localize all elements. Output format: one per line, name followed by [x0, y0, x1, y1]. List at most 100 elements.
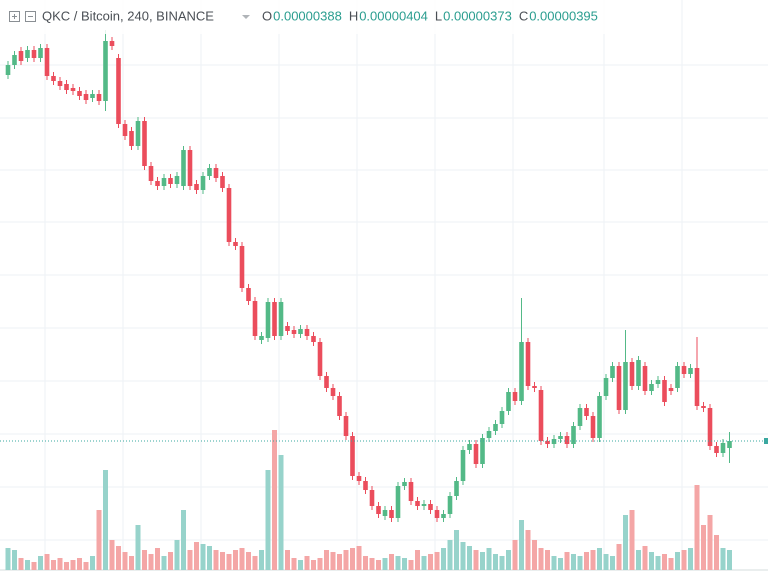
candle-body — [252, 301, 258, 336]
candle-body — [116, 58, 121, 124]
ohlc-label: H — [349, 8, 358, 23]
volume-bar — [590, 550, 596, 570]
volume-bar — [688, 548, 693, 570]
candle-body — [636, 360, 641, 386]
volume-bar — [252, 556, 258, 570]
candle-body — [441, 514, 446, 518]
volume-bar — [31, 562, 37, 570]
candle-body — [311, 336, 316, 342]
symbol-title[interactable]: QKC / Bitcoin, 240, BINANCE — [42, 8, 214, 23]
volume-bar — [70, 560, 76, 570]
volume-bar — [538, 548, 544, 570]
candle-body — [233, 242, 238, 246]
volume-bar — [564, 552, 570, 570]
candle-body — [694, 368, 700, 406]
candle-body — [259, 336, 264, 340]
candle-body — [590, 416, 596, 438]
volume-bar — [512, 540, 518, 570]
candle-body — [584, 408, 589, 416]
header: QKC / Bitcoin, 240, BINANCE O 0.00000388 H… — [0, 0, 620, 34]
candle-body — [480, 438, 485, 464]
candle-body — [564, 436, 570, 444]
candle-body — [64, 84, 69, 90]
candle-body — [194, 184, 199, 190]
candle-body — [616, 366, 622, 410]
collapse-button[interactable] — [25, 11, 36, 22]
volume-bar — [278, 455, 284, 570]
candle-body — [363, 481, 368, 490]
volume-bar — [447, 540, 453, 570]
volume-bar — [610, 556, 615, 570]
expand-button[interactable] — [9, 11, 20, 22]
volume-bar — [480, 552, 485, 570]
volume-bar — [363, 556, 368, 570]
volume-bar — [434, 552, 440, 570]
candle-body — [512, 392, 518, 401]
volume-bar — [285, 550, 290, 570]
volume-bar — [298, 560, 303, 570]
candle-body — [103, 41, 108, 101]
candle-body — [519, 342, 524, 401]
volume-bar — [415, 550, 420, 570]
candle-body — [38, 48, 43, 58]
candle-body — [161, 178, 167, 186]
candle-body — [174, 176, 180, 184]
candle-body — [655, 380, 661, 384]
volume-bar — [382, 558, 388, 570]
ohlc-value: 0.00000404 — [359, 8, 428, 23]
volume-bar — [356, 546, 362, 570]
candle-body — [610, 366, 615, 378]
volume-bar — [324, 550, 329, 570]
candle-body — [408, 482, 414, 501]
candle-body — [532, 386, 537, 388]
candle-body — [467, 444, 472, 450]
volume-bar — [304, 556, 310, 570]
volume-bar — [668, 558, 674, 570]
volume-bar — [532, 540, 537, 570]
candle-body — [402, 482, 407, 486]
volume-bar — [103, 470, 108, 570]
candle-body — [428, 504, 433, 510]
candle-body — [272, 302, 277, 336]
volume-bar — [714, 535, 719, 570]
volume-bar — [506, 550, 511, 570]
candle-body — [499, 411, 505, 424]
candle-body — [603, 378, 609, 396]
ohlc-label: C — [519, 8, 528, 23]
candle-body — [389, 510, 394, 518]
candle-body — [285, 326, 290, 331]
volume-bar — [597, 548, 602, 570]
candle-body — [129, 131, 134, 146]
candle-body — [77, 91, 82, 96]
candle-body — [337, 396, 342, 416]
volume-bar — [623, 515, 628, 570]
candle-body — [558, 436, 563, 439]
candle-body — [688, 368, 693, 374]
volume-bar — [571, 554, 576, 570]
volume-bar — [701, 525, 706, 570]
candle-body — [5, 65, 11, 75]
candle-body — [18, 51, 24, 61]
candle-body — [356, 476, 362, 481]
dropdown-arrow[interactable] — [242, 15, 250, 19]
candle-body — [168, 178, 173, 184]
volume-bar — [350, 548, 355, 570]
volume-bar — [558, 558, 563, 570]
candle-body — [629, 362, 635, 386]
last-price-marker — [764, 438, 768, 444]
volume-bar — [584, 552, 589, 570]
candle-body — [460, 450, 466, 481]
volume-bar — [499, 556, 505, 570]
volume-bar — [694, 485, 700, 570]
candle-body — [727, 441, 732, 448]
candle-body — [454, 481, 459, 496]
volume-bar — [389, 554, 394, 570]
candle-body — [525, 342, 531, 386]
candle-body — [343, 416, 349, 436]
volume-bar — [369, 558, 375, 570]
candle-body — [122, 124, 128, 136]
volume-bar — [5, 548, 11, 570]
volume-bar — [109, 540, 115, 570]
candle-body — [265, 302, 271, 338]
